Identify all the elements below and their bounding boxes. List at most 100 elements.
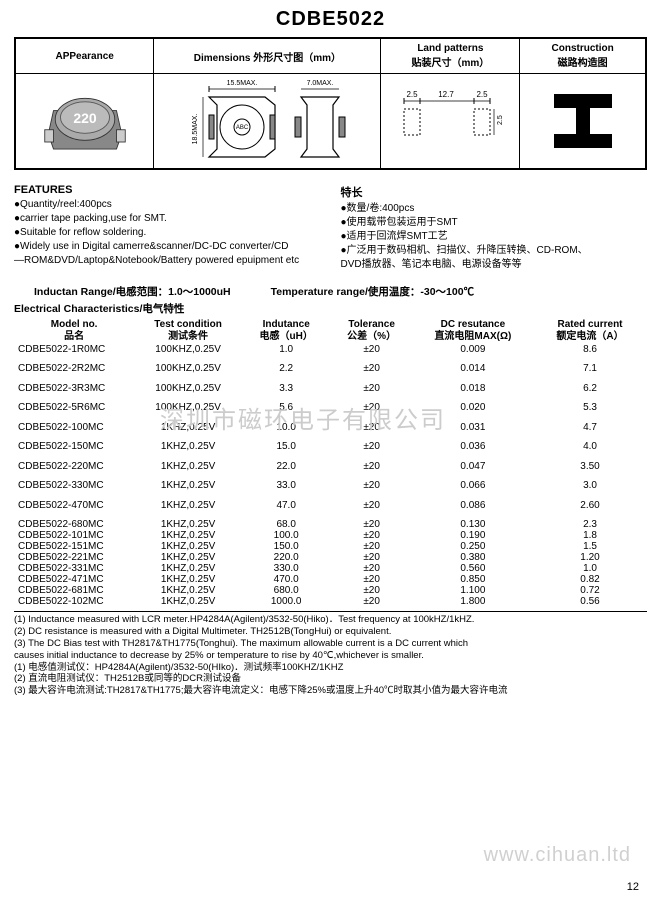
table-cell: 1KHZ,0.25V — [134, 422, 242, 434]
table-cell: 0.560 — [413, 563, 533, 574]
col-rated-en: Rated current — [535, 319, 645, 331]
table-cell: 3.0 — [533, 480, 647, 492]
table-cell: 0.72 — [533, 585, 647, 596]
table-cell: ±20 — [330, 363, 412, 375]
table-row: CDBE5022-470MC1KHZ,0.25V47.0±200.0862.60 — [14, 500, 647, 512]
table-cell: CDBE5022-101MC — [14, 530, 134, 541]
table-cell: 470.0 — [242, 574, 331, 585]
table-cell: 1KHZ,0.25V — [134, 461, 242, 473]
features-section: FEATURES ●Quantity/reel:400pcs ●carrier … — [14, 184, 647, 272]
table-cell: CDBE5022-220MC — [14, 461, 134, 473]
table-row: CDBE5022-100MC1KHZ,0.25V10.0±200.0314.7 — [14, 422, 647, 434]
svg-text:7.0MAX.: 7.0MAX. — [306, 80, 333, 87]
table-row: CDBE5022-3R3MC100KHZ,0.25V3.3±200.0186.2 — [14, 383, 647, 395]
inductor-icon: 220 — [40, 86, 130, 156]
table-cell: 33.0 — [242, 480, 331, 492]
table-cell: CDBE5022-680MC — [14, 519, 134, 530]
table-row: CDBE5022-221MC1KHZ,0.25V220.0±200.3801.2… — [14, 552, 647, 563]
table-cell: 10.0 — [242, 422, 331, 434]
table-cell: 0.82 — [533, 574, 647, 585]
svg-text:12.7: 12.7 — [439, 90, 455, 99]
table-cell: 1KHZ,0.25V — [134, 596, 242, 607]
col-ind-en: Indutance — [244, 319, 329, 331]
header-land: Land patterns 贴装尺寸（mm） — [381, 38, 520, 74]
spacer-row — [14, 375, 647, 383]
overview-table: APPearance Dimensions 外形尺寸图（mm） Land pat… — [14, 37, 647, 170]
spacer-row — [14, 433, 647, 441]
svg-text:15.5MAX.: 15.5MAX. — [227, 80, 258, 87]
table-cell: 7.1 — [533, 363, 647, 375]
svg-text:2.5: 2.5 — [407, 90, 419, 99]
features-heading-en: FEATURES — [14, 184, 321, 196]
header-appearance: APPearance — [15, 38, 154, 74]
land-cell: 2.5 12.7 2.5 2.5 — [381, 74, 520, 169]
table-cell: 1.8 — [533, 530, 647, 541]
table-cell: CDBE5022-102MC — [14, 596, 134, 607]
feature-cn-2: ●适用于回流焊SMT工艺 — [341, 230, 648, 244]
feature-cn-4: DVD播放器、笔记本电脑、电源设备等等 — [341, 258, 648, 272]
table-cell: CDBE5022-151MC — [14, 541, 134, 552]
feature-en-3: ●Widely use in Digital camerre&scanner/D… — [14, 240, 321, 254]
table-row: CDBE5022-471MC1KHZ,0.25V470.0±200.8500.8… — [14, 574, 647, 585]
table-cell: 6.2 — [533, 383, 647, 395]
table-cell: 220.0 — [242, 552, 331, 563]
table-cell: CDBE5022-330MC — [14, 480, 134, 492]
table-cell: 1.20 — [533, 552, 647, 563]
table-cell: 1KHZ,0.25V — [134, 519, 242, 530]
dimension-top-icon: 15.5MAX. ABC 18.5MAX. — [187, 77, 287, 165]
table-cell: 3.3 — [242, 383, 331, 395]
table-cell: 15.0 — [242, 441, 331, 453]
spacer-row — [14, 472, 647, 480]
col-model-cn: 品名 — [16, 331, 132, 343]
table-cell: 100KHZ,0.25V — [134, 383, 242, 395]
table-cell: CDBE5022-471MC — [14, 574, 134, 585]
table-cell: 0.018 — [413, 383, 533, 395]
footnote-3: causes initial inductance to decrease by… — [14, 650, 647, 662]
construction-cell — [520, 74, 646, 169]
footnotes: (1) Inductance measured with LCR meter.H… — [14, 611, 647, 697]
table-cell: ±20 — [330, 585, 412, 596]
table-row: CDBE5022-680MC1KHZ,0.25V68.0±200.1302.3 — [14, 519, 647, 530]
svg-text:2.5: 2.5 — [497, 115, 504, 125]
table-cell: ±20 — [330, 596, 412, 607]
electrical-heading: Electrical Characteristics/电气特性 — [14, 301, 647, 316]
dimensions-cell: 15.5MAX. ABC 18.5MAX. 7.0 — [154, 74, 381, 169]
spacer-row — [14, 394, 647, 402]
table-cell: 2.2 — [242, 363, 331, 375]
feature-en-1: ●carrier tape packing,use for SMT. — [14, 212, 321, 226]
table-cell: 1.800 — [413, 596, 533, 607]
table-cell: 1.5 — [533, 541, 647, 552]
table-cell: ±20 — [330, 402, 412, 414]
table-row: CDBE5022-220MC1KHZ,0.25V22.0±200.0473.50 — [14, 461, 647, 473]
range-line: Inductan Range/电感范围：1.0～1000uH Temperatu… — [14, 284, 647, 299]
table-cell: 680.0 — [242, 585, 331, 596]
table-cell: 0.130 — [413, 519, 533, 530]
table-cell: CDBE5022-221MC — [14, 552, 134, 563]
table-cell: 1KHZ,0.25V — [134, 552, 242, 563]
table-cell: CDBE5022-3R3MC — [14, 383, 134, 395]
table-cell: 0.56 — [533, 596, 647, 607]
table-cell: 0.850 — [413, 574, 533, 585]
table-cell: 47.0 — [242, 500, 331, 512]
table-cell: 100.0 — [242, 530, 331, 541]
svg-text:2.5: 2.5 — [477, 90, 489, 99]
table-cell: ±20 — [330, 480, 412, 492]
table-cell: 8.6 — [533, 344, 647, 356]
table-cell: 0.009 — [413, 344, 533, 356]
col-dcr-cn: 直流电阻MAX(Ω) — [415, 331, 531, 343]
table-cell: 1KHZ,0.25V — [134, 530, 242, 541]
spacer-row — [14, 492, 647, 500]
feature-cn-3: ●广泛用于数码相机、扫描仪、升降压转换、CD-ROM、 — [341, 244, 648, 258]
table-cell: CDBE5022-5R6MC — [14, 402, 134, 414]
table-cell: 0.014 — [413, 363, 533, 375]
table-cell: 4.0 — [533, 441, 647, 453]
feature-cn-1: ●使用载带包装运用于SMT — [341, 216, 648, 230]
table-cell: ±20 — [330, 541, 412, 552]
table-cell: 0.036 — [413, 441, 533, 453]
features-heading-cn: 特长 — [341, 184, 648, 200]
table-cell: ±20 — [330, 344, 412, 356]
table-cell: CDBE5022-681MC — [14, 585, 134, 596]
table-cell: 2.60 — [533, 500, 647, 512]
table-row: CDBE5022-681MC1KHZ,0.25V680.0±201.1000.7… — [14, 585, 647, 596]
table-cell: CDBE5022-331MC — [14, 563, 134, 574]
